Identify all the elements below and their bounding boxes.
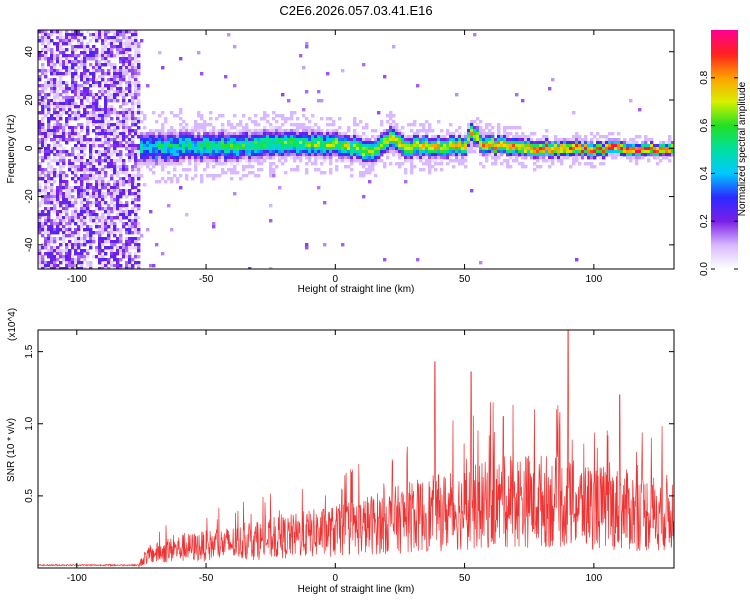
spectrogram-panel: -100 -50 0 50 100 -40 -20 0 20 40 Height of stra… xyxy=(6,29,675,295)
x-tick-label: -50 xyxy=(199,573,214,584)
snr-x-axis-label: Height of straight line (km) xyxy=(298,584,415,595)
snr-series-line xyxy=(38,330,674,568)
x-tick-label: -100 xyxy=(67,274,87,285)
spectrogram-y-axis-label: Frequency (Hz) xyxy=(6,115,17,184)
x-tick-label: 100 xyxy=(586,573,603,584)
x-tick-label: 50 xyxy=(459,573,471,584)
colorbar-tick-label: 0.8 xyxy=(699,70,710,84)
y-tick-label: 40 xyxy=(24,46,35,58)
x-tick-label: -50 xyxy=(199,274,214,285)
snr-y-axis-label: SNR (10 * v/v) xyxy=(6,418,17,482)
spectrogram-x-ticks: -100 -50 0 50 100 xyxy=(67,30,603,285)
colorbar-ticks: 0.0 0.2 0.4 0.6 0.8 xyxy=(699,70,738,276)
y-tick-label: 0 xyxy=(24,145,35,151)
colorbar-gradient xyxy=(711,30,738,269)
x-tick-label: 100 xyxy=(586,274,603,285)
spectrogram-y-ticks: -40 -20 0 20 40 xyxy=(24,46,674,252)
y-tick-label: 1.5 xyxy=(24,344,35,358)
figure-title: C2E6.2026.057.03.41.E16 xyxy=(279,3,432,18)
colorbar-tick-label: 0.2 xyxy=(699,214,710,228)
y-tick-label: -40 xyxy=(24,237,35,252)
y-tick-label: 20 xyxy=(24,94,35,106)
colorbar-tick-label: 0.0 xyxy=(699,262,710,276)
colorbar-tick-label: 0.4 xyxy=(699,166,710,180)
snr-x-ticks: -100 -50 0 50 100 xyxy=(67,330,603,584)
y-tick-label: 0.5 xyxy=(24,488,35,502)
colorbar: 0.0 0.2 0.4 0.6 0.8 Normalized spectral ampl… xyxy=(699,30,748,276)
x-tick-label: -100 xyxy=(67,573,87,584)
y-tick-label: -20 xyxy=(24,189,35,204)
spectrogram-x-axis-label: Height of straight line (km) xyxy=(298,284,415,295)
y-tick-label: 1.0 xyxy=(24,416,35,430)
snr-panel: -100 -50 0 50 100 0.5 1.0 1.5 (x10^4) Height o… xyxy=(6,308,675,595)
spectrogram-frame xyxy=(37,29,675,270)
snr-y-scale-label: (x10^4) xyxy=(7,308,18,341)
x-tick-label: 0 xyxy=(333,274,339,285)
colorbar-tick-label: 0.6 xyxy=(699,118,710,132)
spectrogram-cells xyxy=(38,30,674,269)
x-tick-label: 50 xyxy=(459,274,471,285)
x-tick-label: 0 xyxy=(333,573,339,584)
colorbar-label: Normalized spectral amplitude xyxy=(737,81,748,216)
snr-y-ticks: 0.5 1.0 1.5 xyxy=(24,344,674,503)
snr-frame xyxy=(37,329,675,569)
